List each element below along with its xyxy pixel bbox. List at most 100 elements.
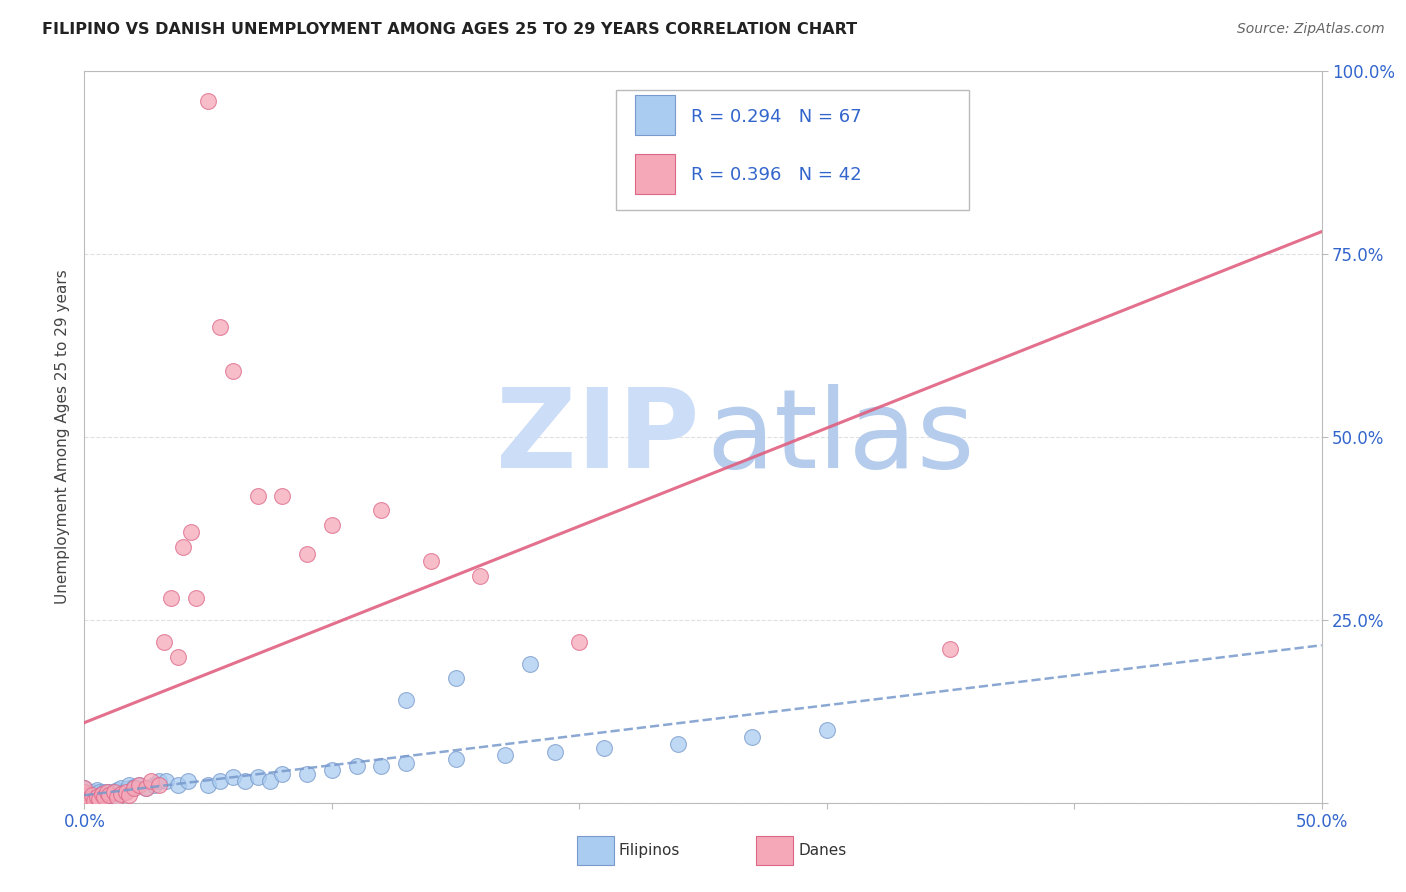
Point [86,789,108,804]
Point [73,796,96,810]
Point [122,780,145,794]
Point [103,785,125,799]
Point [103,785,125,799]
Point [172,540,194,554]
Point [370,503,392,517]
Point [73,781,96,796]
Point [246,770,269,784]
Point [73,785,96,799]
Point [444,672,467,686]
Point [83,794,105,808]
Point [148,778,170,792]
Point [90,787,112,801]
Point [73,789,96,803]
Point [79,792,101,806]
Point [128,778,150,792]
Point [89,785,111,799]
Point [89,792,111,806]
FancyBboxPatch shape [576,836,614,865]
Point [93,789,115,804]
Point [90,787,112,801]
Point [568,635,591,649]
Point [519,657,541,671]
Point [180,525,202,540]
Point [105,789,128,804]
Point [80,792,103,806]
FancyBboxPatch shape [636,95,675,135]
Point [118,778,141,792]
Point [321,517,343,532]
Point [80,789,103,803]
Point [118,781,141,796]
FancyBboxPatch shape [636,154,675,194]
Text: R = 0.294   N = 67: R = 0.294 N = 67 [690,108,862,126]
Point [112,785,135,799]
Point [419,554,441,568]
Point [222,770,245,784]
Point [73,787,96,801]
Point [233,773,256,788]
Point [79,792,101,806]
Point [494,748,516,763]
Text: FILIPINO VS DANISH UNEMPLOYMENT AMONG AGES 25 TO 29 YEARS CORRELATION CHART: FILIPINO VS DANISH UNEMPLOYMENT AMONG AG… [42,22,858,37]
Point [110,787,132,801]
Point [128,778,150,792]
Point [98,785,121,799]
Point [83,787,105,801]
Point [118,789,141,803]
Point [73,794,96,808]
Point [295,766,318,780]
Point [197,778,219,792]
Point [98,789,121,803]
Point [209,320,232,334]
Point [444,752,467,766]
Point [184,591,207,605]
Point [666,737,689,751]
Point [93,785,115,799]
Point [271,766,294,780]
Point [543,745,565,759]
Point [79,796,101,810]
Point [105,789,128,804]
Point [80,785,103,799]
Point [83,794,105,808]
Point [152,635,174,649]
Point [246,489,269,503]
Point [73,789,96,803]
Point [222,364,245,378]
Point [370,759,392,773]
Point [197,94,219,108]
Point [155,773,177,788]
Point [167,778,190,792]
Point [593,740,616,755]
Point [346,759,368,773]
Point [271,489,294,503]
Point [939,642,962,657]
Point [115,785,138,799]
Point [141,773,163,788]
Point [209,773,232,788]
Point [73,796,96,810]
Point [96,789,118,803]
Point [295,547,318,561]
Point [73,789,96,804]
FancyBboxPatch shape [756,836,793,865]
Point [105,782,128,797]
Point [167,649,190,664]
Point [142,778,165,792]
FancyBboxPatch shape [616,90,969,211]
Point [80,789,103,803]
Point [86,792,108,806]
Point [90,794,112,808]
Text: Source: ZipAtlas.com: Source: ZipAtlas.com [1237,22,1385,37]
Point [93,789,115,804]
Point [100,787,122,801]
Point [815,723,838,737]
Text: Danes: Danes [799,843,846,858]
Point [86,782,108,797]
Point [395,693,418,707]
Point [108,785,131,799]
Point [73,792,96,806]
Point [321,763,343,777]
Point [135,781,157,796]
